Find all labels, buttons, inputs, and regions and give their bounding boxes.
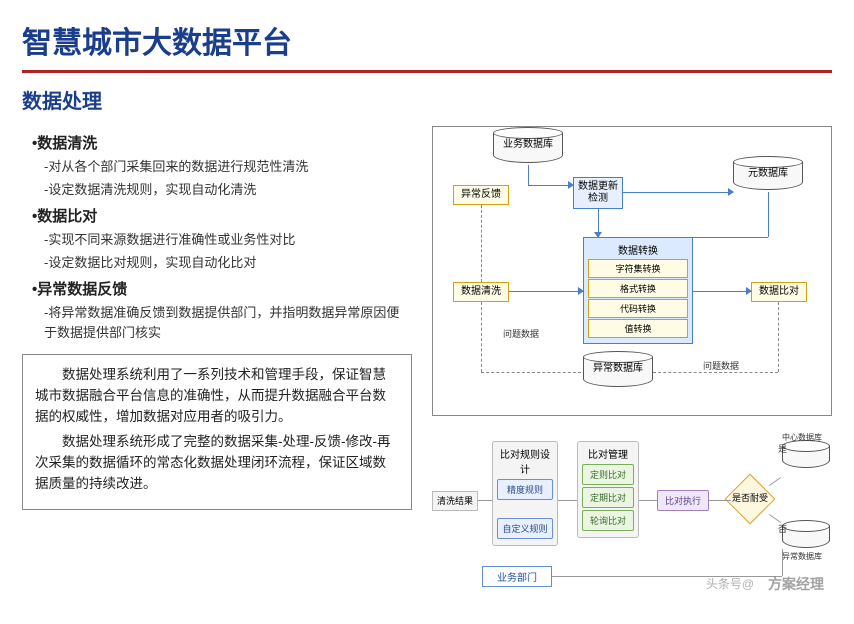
- rule-item: 精度规则: [497, 479, 553, 500]
- section-head-1: •数据清洗: [32, 132, 412, 153]
- section-head-2: •数据比对: [32, 205, 412, 226]
- conversion-box: 数据转换 字符集转换 格式转换 代码转换 值转换: [583, 237, 693, 344]
- bullet: -设定数据比对规则，实现自动化比对: [44, 253, 412, 273]
- arrow-icon: [578, 287, 584, 295]
- conv-title: 数据转换: [588, 242, 688, 257]
- watermark-prefix: 头条号@: [706, 575, 754, 592]
- conv-item: 字符集转换: [588, 259, 688, 278]
- summary-p1: 数据处理系统利用了一系列技术和管理手段，保证智慧城市数据融合平台信息的准确性，从…: [35, 365, 399, 428]
- meta-db-label: 元数据库: [733, 168, 803, 179]
- connector: [693, 291, 751, 292]
- problem-label: 问题数据: [703, 359, 739, 372]
- conv-item: 格式转换: [588, 279, 688, 298]
- connector: [509, 291, 583, 292]
- connector: [768, 192, 769, 237]
- feedback-box: 异常反馈: [453, 185, 509, 205]
- summary-box: 数据处理系统利用了一系列技术和管理手段，保证智慧城市数据融合平台信息的准确性，从…: [22, 354, 412, 510]
- connector: [478, 500, 492, 501]
- arrow-icon: [746, 287, 752, 295]
- cylinder-icon: [583, 351, 653, 363]
- input-box: 清洗结果: [432, 491, 478, 511]
- out-top-label: 中心数据库: [782, 432, 822, 443]
- dashed-connector: [481, 205, 482, 282]
- detect-box: 数据更新检测: [573, 177, 623, 209]
- arrow-icon: [728, 188, 734, 196]
- section-subtitle: 数据处理: [22, 85, 832, 114]
- page-title: 智慧城市大数据平台: [22, 18, 832, 62]
- no-label: 否: [778, 522, 787, 535]
- mgmt-item: 轮询比对: [582, 510, 634, 531]
- rule-item: 自定义规则: [497, 518, 553, 539]
- cylinder-icon: [782, 520, 830, 532]
- bullet: -实现不同来源数据进行准确性或业务性对比: [44, 230, 412, 250]
- abn-db-label: 异常数据库: [583, 363, 653, 374]
- compare-mgmt-box: 比对管理 定则比对 定期比对 轮询比对: [577, 441, 639, 538]
- dept-label: 业务部门: [482, 566, 552, 587]
- mgmt-item: 定则比对: [582, 464, 634, 485]
- compare-box: 数据比对: [751, 282, 807, 302]
- exec-box: 比对执行: [657, 490, 709, 511]
- watermark: 方案经理: [768, 574, 824, 594]
- diagram-data-flow: 业务数据库 元数据库 异常数据库 异常反馈 数据更新检测: [432, 126, 832, 416]
- connector: [528, 185, 573, 186]
- mgmt-item: 定期比对: [582, 487, 634, 508]
- decision-label: 是否耐受: [725, 491, 775, 504]
- col2-title: 比对管理: [582, 446, 634, 461]
- cylinder-icon: [493, 127, 563, 139]
- out-bot-label: 异常数据库: [782, 551, 822, 562]
- connector: [709, 500, 731, 501]
- bullet: -设定数据清洗规则，实现自动化清洗: [44, 180, 412, 200]
- dashed-connector: [653, 372, 778, 373]
- cylinder-icon: [733, 156, 803, 168]
- yes-label: 是: [778, 442, 787, 455]
- dashed-connector: [481, 372, 581, 373]
- connector: [528, 165, 529, 185]
- dashed-connector: [778, 302, 779, 372]
- connector: [693, 237, 768, 238]
- connector: [623, 192, 733, 193]
- conv-item: 代码转换: [588, 299, 688, 318]
- clean-box: 数据清洗: [453, 282, 509, 302]
- conv-item: 值转换: [588, 319, 688, 338]
- connector: [558, 500, 577, 501]
- arrow-icon: [568, 181, 574, 189]
- bullet: -将异常数据准确反馈到数据提供部门，并指明数据异常原因便于数据提供部门核实: [44, 303, 412, 342]
- section-head-3: •异常数据反馈: [32, 278, 412, 299]
- biz-db-label: 业务数据库: [493, 139, 563, 150]
- col1-title: 比对规则设计: [497, 446, 553, 476]
- rule-design-box: 比对规则设计 精度规则 自定义规则: [492, 441, 558, 546]
- dashed-connector: [481, 302, 482, 372]
- summary-p2: 数据处理系统形成了完整的数据采集-处理-反馈-修改-再次采集的数据循环的常态化数…: [35, 432, 399, 495]
- title-underline: [22, 70, 832, 73]
- bullet: -对从各个部门采集回来的数据进行规范性清洗: [44, 157, 412, 177]
- connector: [769, 514, 781, 523]
- connector: [769, 477, 781, 486]
- problem-label: 问题数据: [503, 327, 539, 340]
- connector: [639, 500, 657, 501]
- arrow-icon: [594, 232, 602, 238]
- connector: [782, 549, 783, 576]
